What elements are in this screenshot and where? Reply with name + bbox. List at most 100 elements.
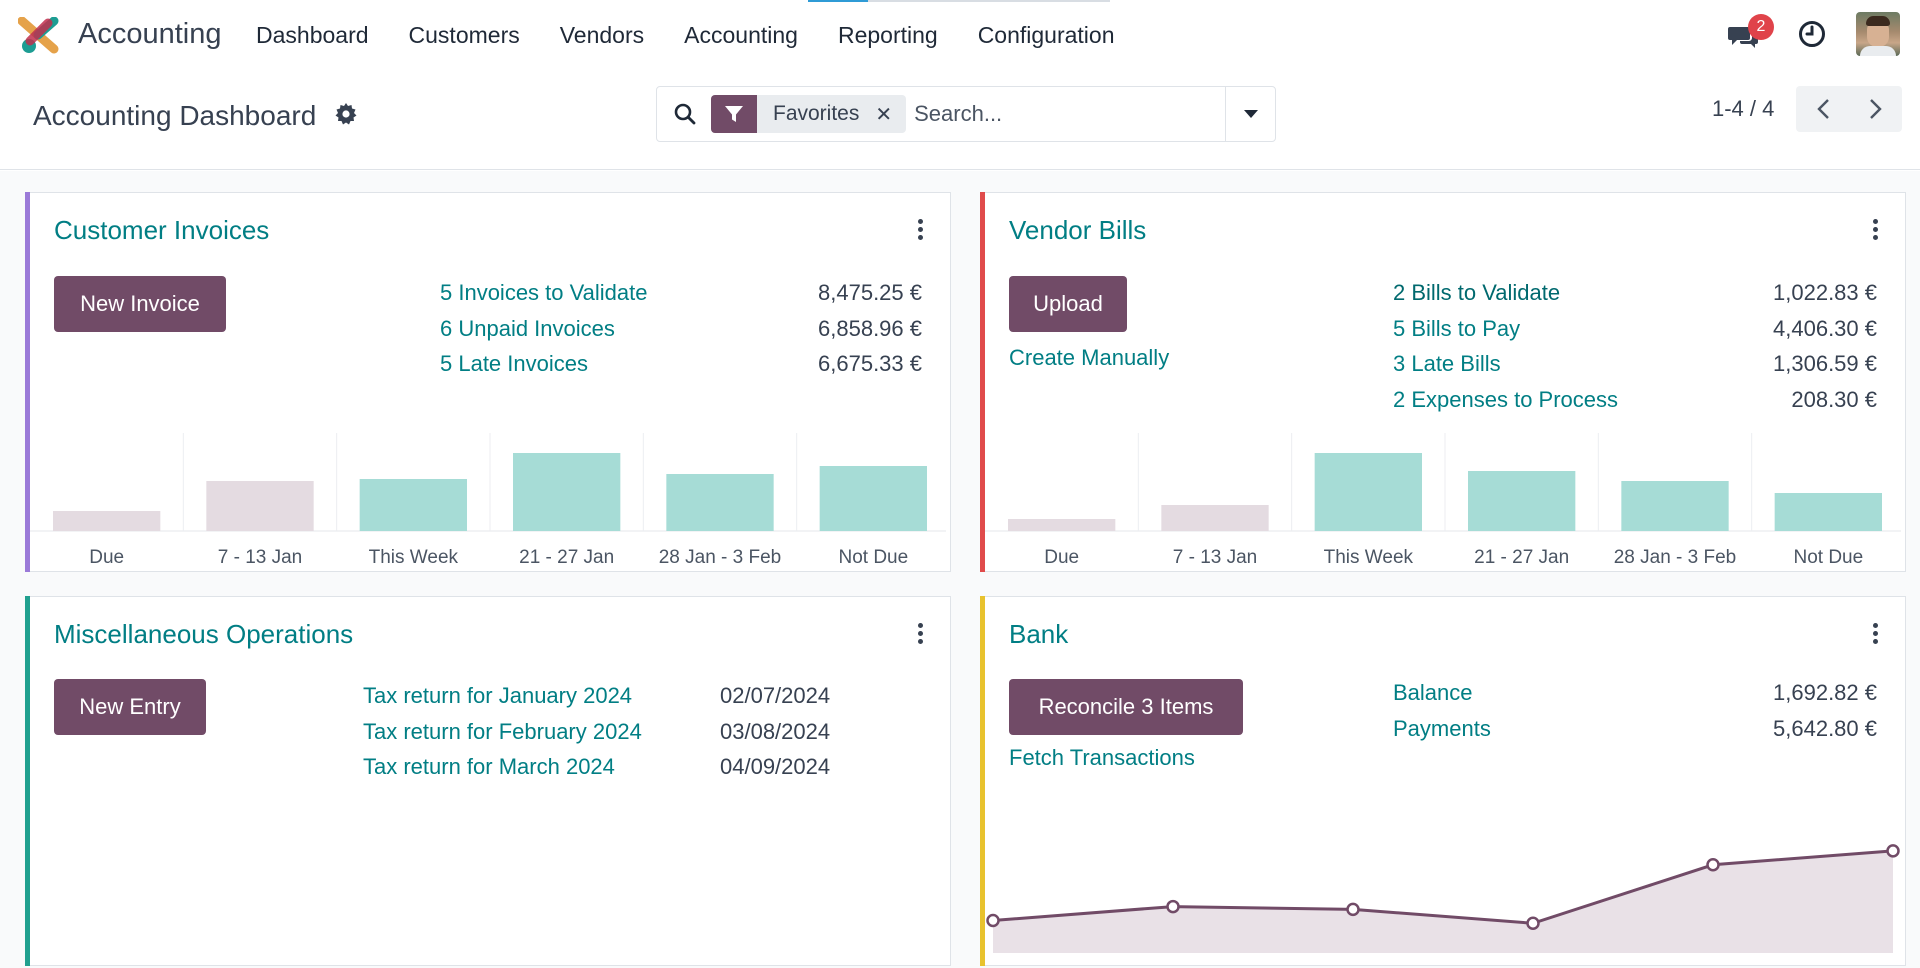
top-navbar: Accounting Dashboard Customers Vendors A… <box>0 0 1920 72</box>
new-entry-button[interactable]: New Entry <box>54 679 206 735</box>
chart-point <box>1706 858 1720 872</box>
chart-bar <box>53 511 161 531</box>
card-title[interactable]: Miscellaneous Operations <box>54 619 354 649</box>
chevron-right-icon <box>1869 99 1882 119</box>
upload-button[interactable]: Upload <box>1009 276 1127 332</box>
chart-category-label: This Week <box>1324 547 1414 568</box>
bills-to-pay-amount: 4,406.30 € <box>1773 316 1877 341</box>
page-title: Accounting Dashboard <box>33 100 317 131</box>
search-input[interactable] <box>914 101 1215 127</box>
chart-bar <box>513 453 621 531</box>
chart-category-label: Due <box>1044 547 1079 568</box>
late-bills-link[interactable]: 3 Late Bills <box>1393 351 1501 376</box>
chart-point <box>1886 844 1900 858</box>
tax-return-march-date: 04/09/2024 <box>720 754 831 779</box>
invoices-to-validate-amount: 8,475.25 € <box>818 280 922 305</box>
pager-buttons <box>1796 86 1902 132</box>
menu-configuration[interactable]: Configuration <box>977 22 1115 48</box>
user-avatar[interactable] <box>1856 12 1900 56</box>
chart-category-label: 7 - 13 Jan <box>218 547 303 568</box>
invoices-bar-chart[interactable]: Due 7 - 13 Jan This Week 21 - 27 Jan 28 Jan … <box>30 433 950 573</box>
chart-category-label: 21 - 27 Jan <box>519 547 614 568</box>
gear-icon[interactable] <box>334 102 360 128</box>
expenses-to-process-amount: 208.30 € <box>1791 387 1877 412</box>
facet-remove-icon[interactable]: ✕ <box>875 103 893 126</box>
chart-bar <box>1161 505 1269 531</box>
menu-customers[interactable]: Customers <box>408 22 520 48</box>
chart-category-label: 28 Jan - 3 Feb <box>659 547 782 568</box>
card-title[interactable]: Customer Invoices <box>54 215 270 245</box>
balance-link[interactable]: Balance <box>1393 680 1473 705</box>
chart-bar <box>1468 471 1576 531</box>
menu-vendors[interactable]: Vendors <box>559 22 645 48</box>
chart-category-label: 28 Jan - 3 Feb <box>1614 547 1737 568</box>
app-logo-icon[interactable] <box>17 16 60 55</box>
card-menu-icon[interactable] <box>916 623 924 645</box>
app-name[interactable]: Accounting <box>78 18 222 50</box>
create-manually-link[interactable]: Create Manually <box>1009 345 1170 370</box>
menu-reporting[interactable]: Reporting <box>837 22 938 48</box>
card-menu-icon[interactable] <box>1871 219 1879 241</box>
late-bills-amount: 1,306.59 € <box>1773 351 1877 376</box>
bills-to-validate-link[interactable]: 2 Bills to Validate <box>1393 280 1561 305</box>
menu-dashboard[interactable]: Dashboard <box>256 22 369 48</box>
vendor-bills-card: Vendor Bills Upload Create Manually 2 Bi… <box>980 192 1906 572</box>
payments-amount: 5,642.80 € <box>1773 716 1877 741</box>
unpaid-invoices-amount: 6,858.96 € <box>818 316 922 341</box>
tax-return-january-date: 02/07/2024 <box>720 683 831 708</box>
reconcile-button[interactable]: Reconcile 3 Items <box>1009 679 1243 735</box>
bank-card: Bank Reconcile 3 Items Fetch Transaction… <box>980 596 1906 966</box>
chart-bar <box>1008 519 1116 531</box>
chart-bar <box>1621 481 1729 531</box>
new-invoice-button[interactable]: New Invoice <box>54 276 226 332</box>
late-invoices-link[interactable]: 5 Late Invoices <box>440 351 588 376</box>
invoices-to-validate-link[interactable]: 5 Invoices to Validate <box>440 280 648 305</box>
caret-down-icon <box>1243 110 1258 118</box>
card-menu-icon[interactable] <box>1871 623 1879 645</box>
chart-category-label: Not Due <box>838 547 908 568</box>
chart-point <box>1166 899 1180 914</box>
tax-return-february-link[interactable]: Tax return for February 2024 <box>363 719 642 744</box>
chart-bar <box>1314 453 1422 531</box>
search-icon[interactable] <box>663 87 707 141</box>
tax-return-february-date: 03/08/2024 <box>720 719 831 744</box>
activities-button[interactable] <box>1792 12 1832 56</box>
pager-next-button[interactable] <box>1849 86 1902 132</box>
chart-category-label: Not Due <box>1793 547 1863 568</box>
unpaid-invoices-link[interactable]: 6 Unpaid Invoices <box>440 316 615 341</box>
card-menu-icon[interactable] <box>916 219 924 241</box>
filter-icon <box>711 95 757 133</box>
card-title[interactable]: Vendor Bills <box>1009 215 1147 245</box>
bills-to-pay-link[interactable]: 5 Bills to Pay <box>1393 316 1521 341</box>
dashboard-content: Customer Invoices New Invoice 5 Invoices… <box>0 171 1920 968</box>
fetch-transactions-link[interactable]: Fetch Transactions <box>1009 745 1195 770</box>
bills-to-validate-amount: 1,022.83 € <box>1773 280 1877 305</box>
chart-category-label: 7 - 13 Jan <box>1173 547 1258 568</box>
loading-indicator <box>808 0 1110 2</box>
bills-bar-chart[interactable]: Due 7 - 13 Jan This Week 21 - 27 Jan 28 Jan … <box>985 433 1905 573</box>
chart-category-label: 21 - 27 Jan <box>1474 547 1569 568</box>
search-options-toggle[interactable] <box>1225 87 1275 141</box>
bank-line-chart[interactable] <box>985 797 1905 967</box>
menu-accounting[interactable]: Accounting <box>684 22 798 48</box>
chart-bar <box>819 466 927 531</box>
chart-bar <box>206 481 314 531</box>
chart-area <box>993 850 1893 953</box>
main-menu: Dashboard Customers Vendors Accounting R… <box>256 22 1155 49</box>
expenses-to-process-link[interactable]: 2 Expenses to Process <box>1393 387 1619 412</box>
balance-amount: 1,692.82 € <box>1773 680 1877 705</box>
chart-category-label: This Week <box>369 547 459 568</box>
pager-value[interactable]: 1-4 / 4 <box>1712 96 1775 121</box>
misc-operations-card: Miscellaneous Operations New Entry Tax r… <box>25 596 951 966</box>
chart-point <box>986 913 1000 928</box>
pager-previous-button[interactable] <box>1796 86 1849 132</box>
late-invoices-amount: 6,675.33 € <box>818 351 922 376</box>
messages-button[interactable]: 2 <box>1724 12 1774 56</box>
control-panel: Accounting Dashboard Favorites ✕ <box>0 72 1920 170</box>
chevron-left-icon <box>1816 99 1829 119</box>
card-title[interactable]: Bank <box>1009 619 1069 649</box>
payments-link[interactable]: Payments <box>1393 716 1491 741</box>
search-facet-favorites[interactable]: Favorites ✕ <box>711 95 907 133</box>
tax-return-january-link[interactable]: Tax return for January 2024 <box>363 683 633 708</box>
tax-return-march-link[interactable]: Tax return for March 2024 <box>363 754 615 779</box>
